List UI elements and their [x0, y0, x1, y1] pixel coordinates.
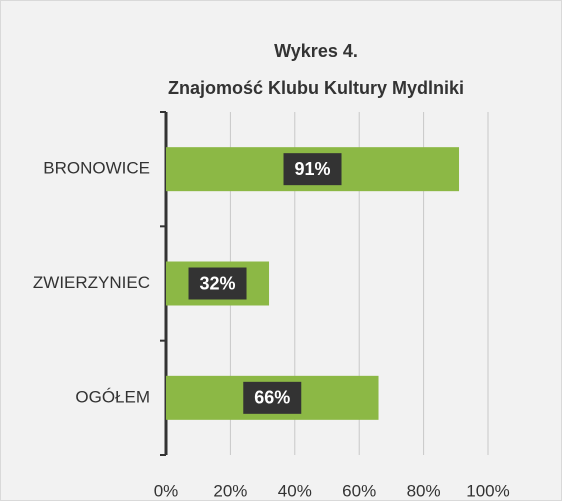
data-label-box [188, 267, 247, 300]
data-label: 66% [254, 388, 290, 408]
y-tick-label: ZWIERZYNIEC [33, 273, 150, 292]
chart-title: Znajomość Klubu Kultury Mydlniki [168, 78, 464, 98]
data-label-box [283, 153, 342, 186]
y-tick-label: BRONOWICE [43, 159, 150, 178]
x-tick-label: 0% [154, 481, 179, 500]
x-tick-label: 20% [213, 481, 247, 500]
data-label: 32% [200, 273, 236, 293]
data-label-box [243, 381, 302, 414]
x-tick-label: 80% [407, 481, 441, 500]
x-tick-label: 100% [466, 481, 509, 500]
chart-title: Wykres 4. [274, 41, 358, 61]
x-tick-label: 60% [342, 481, 376, 500]
data-label: 91% [294, 159, 330, 179]
x-tick-label: 40% [278, 481, 312, 500]
y-tick-label: OGÓŁEM [75, 387, 150, 406]
